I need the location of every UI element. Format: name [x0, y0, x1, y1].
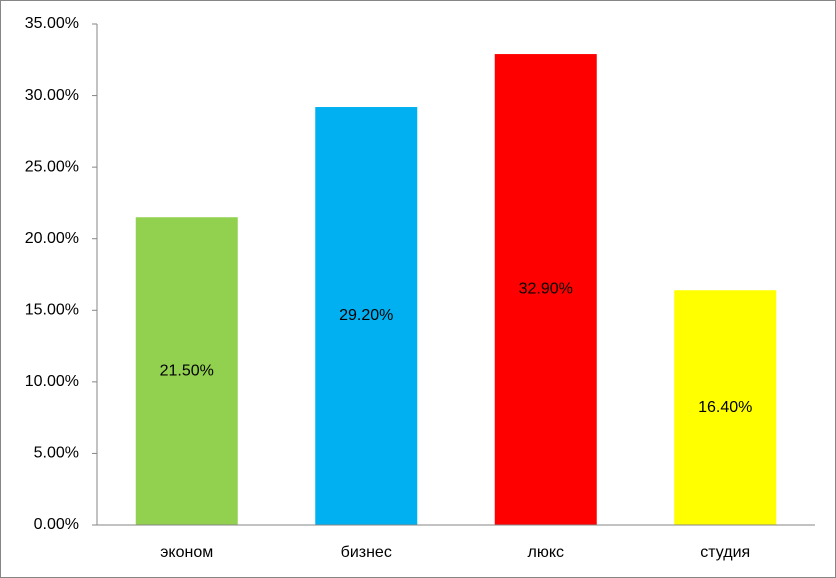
y-tick-label: 15.00% [25, 302, 79, 319]
y-tick-label: 20.00% [25, 230, 79, 247]
y-tick-label: 35.00% [25, 15, 79, 32]
bar [494, 54, 597, 526]
data-label: 29.20% [339, 307, 393, 324]
data-label: 21.50% [160, 362, 214, 379]
y-tick-label: 0.00% [34, 516, 79, 533]
x-tick-label: студия [700, 544, 750, 561]
x-tick-label: бизнес [341, 544, 392, 561]
x-tick-label: люкс [527, 544, 564, 561]
bar [315, 107, 418, 525]
bar [674, 290, 777, 525]
data-label: 16.40% [698, 399, 752, 416]
y-tick-label: 5.00% [34, 445, 79, 462]
y-tick-label: 25.00% [25, 158, 79, 175]
bar [135, 217, 238, 525]
y-tick-label: 10.00% [25, 373, 79, 390]
x-tick-label: эконом [160, 544, 213, 561]
y-tick-label: 30.00% [25, 87, 79, 104]
data-label: 32.90% [519, 281, 573, 298]
